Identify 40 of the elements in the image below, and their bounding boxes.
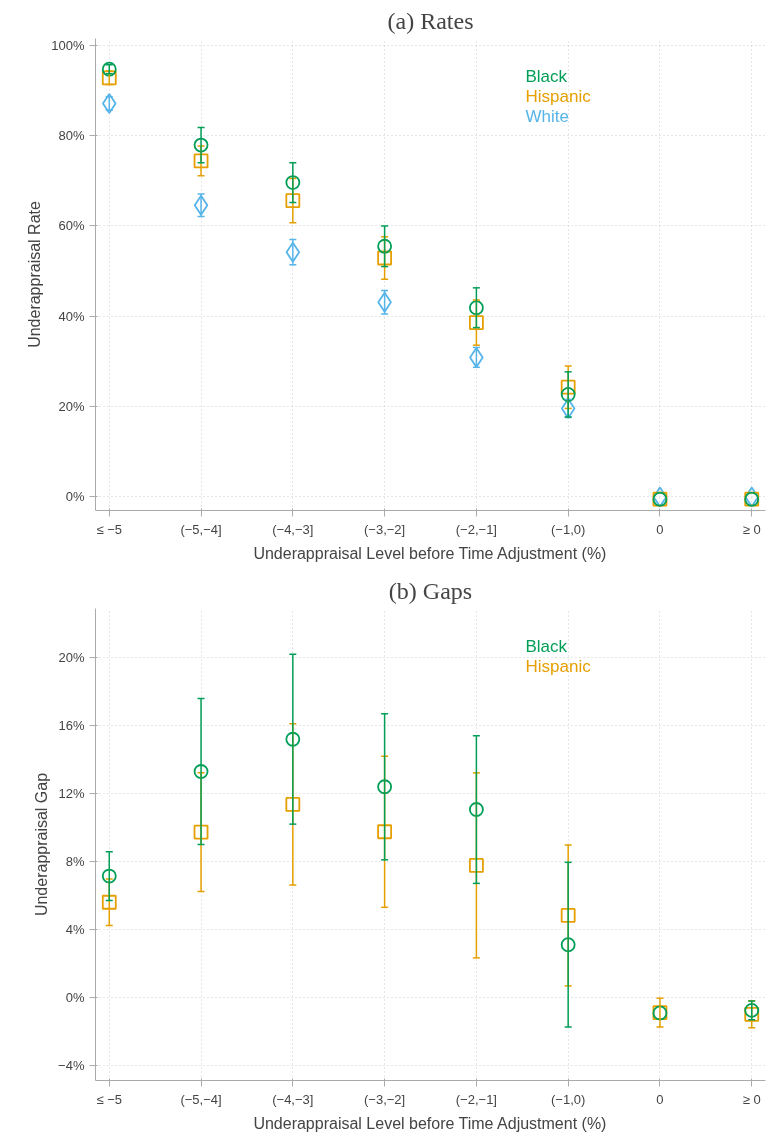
text: Black (525, 636, 568, 656)
x-tick-label: (−3,−2] (364, 521, 406, 537)
y-axis-title: Underappraisal Gap (33, 772, 51, 917)
text: Hispanic (525, 86, 592, 106)
y-tick-label: 60% (58, 218, 85, 234)
y-tick-label: 40% (58, 308, 85, 324)
x-axis-title: Underappraisal Level before Time Adjustment (%) (253, 544, 607, 562)
x-tick-label: ≥ 0 (742, 521, 761, 537)
text: Black (525, 66, 568, 86)
x-tick-label: ≤ −5 (96, 521, 123, 537)
x-tick-label: (−1,0) (551, 521, 586, 537)
y-tick-label: 20% (58, 650, 85, 666)
chart-title: (b) Gaps (388, 577, 473, 604)
x-tick-label: (−2,−1] (455, 1091, 497, 1107)
y-tick-label: −4% (58, 1057, 85, 1073)
y-tick-label: 0% (65, 489, 85, 505)
y-tick-label: 8% (65, 853, 85, 869)
y-tick-label: 16% (58, 718, 85, 734)
x-axis-title: Underappraisal Level before Time Adjustment (%) (253, 1114, 607, 1132)
x-tick-label: (−4,−3] (272, 521, 314, 537)
x-tick-label: 0 (656, 521, 664, 537)
x-tick-label: 0 (656, 1091, 664, 1107)
x-tick-label: (−3,−2] (364, 1091, 406, 1107)
y-tick-label: 4% (65, 921, 85, 937)
chart-title: (a) Rates (387, 7, 474, 34)
x-tick-label: (−5,−4] (180, 521, 222, 537)
y-axis-title: Underappraisal Rate (26, 201, 44, 348)
text: Hispanic (525, 656, 592, 676)
y-tick-label: 12% (58, 786, 85, 802)
y-tick-label: 20% (58, 399, 85, 415)
x-tick-label: (−4,−3] (272, 1091, 314, 1107)
y-tick-label: 80% (58, 128, 85, 144)
x-tick-label: (−1,0) (551, 1091, 586, 1107)
x-tick-label: (−5,−4] (180, 1091, 222, 1107)
text: White (525, 106, 569, 126)
y-tick-label: 0% (65, 989, 85, 1005)
x-tick-label: ≥ 0 (742, 1091, 761, 1107)
x-tick-label: (−2,−1] (455, 521, 497, 537)
y-tick-label: 100% (51, 37, 85, 53)
x-tick-label: ≤ −5 (96, 1091, 123, 1107)
